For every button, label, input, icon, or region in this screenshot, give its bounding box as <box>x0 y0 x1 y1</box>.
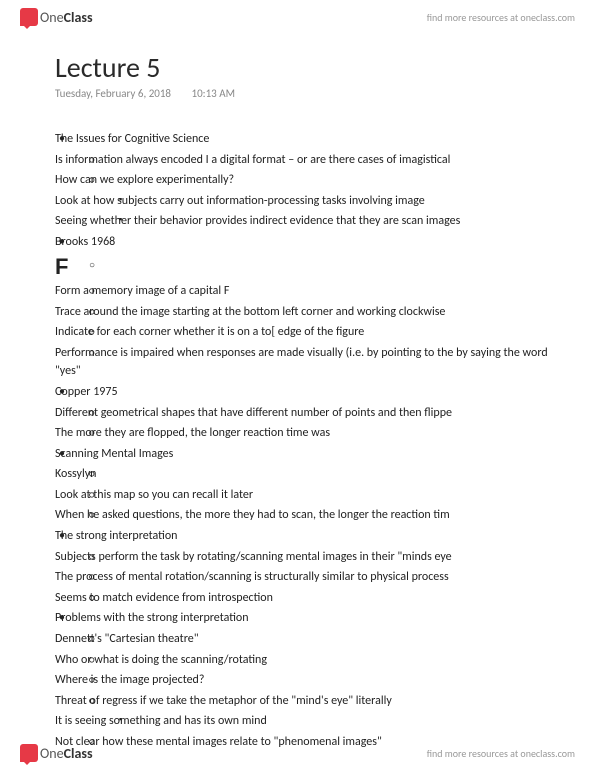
note-item: How can we explore experimentally? <box>55 171 565 190</box>
page-title: Lecture 5 <box>55 50 565 85</box>
logo-icon <box>20 8 38 26</box>
page-meta: Tuesday, February 6, 2018 10:13 AM <box>55 87 565 100</box>
logo-icon <box>20 744 38 762</box>
note-item: Is information always encoded I a digita… <box>55 151 565 170</box>
note-item: Performance is impaired when responses a… <box>55 344 565 381</box>
note-item: It is seeing something and has its own m… <box>55 712 565 731</box>
note-topic: Copper 1975 <box>55 383 565 402</box>
note-item: Different geometrical shapes that have d… <box>55 404 565 423</box>
logo-text: OneClass <box>40 745 93 762</box>
note-topic: The Issues for Cognitive Science <box>55 130 565 149</box>
brand-b: Class <box>64 9 93 26</box>
note-item: Trace around the image starting at the b… <box>55 303 565 322</box>
note-item: When he asked questions, the more they h… <box>55 506 565 525</box>
document-content: Lecture 5 Tuesday, February 6, 2018 10:1… <box>0 30 595 752</box>
note-topic: Scanning Mental Images <box>55 445 565 464</box>
note-item: Form a memory image of a capital F <box>55 282 565 301</box>
logo-text: OneClass <box>40 9 93 26</box>
footer-tagline: find more resources at oneclass.com <box>427 747 575 760</box>
note-item: Dennett's "Cartesian theatre" <box>55 630 565 649</box>
note-topic: Problems with the strong interpretation <box>55 609 565 628</box>
brand-logo-footer: OneClass <box>20 744 93 762</box>
note-item: Threat of regress if we take the metapho… <box>55 692 565 711</box>
brand-a: One <box>40 745 64 762</box>
brand-b: Class <box>64 745 93 762</box>
note-item: Seems to match evidence from introspecti… <box>55 589 565 608</box>
header-tagline: find more resources at oneclass.com <box>427 11 575 24</box>
footer-bar: OneClass find more resources at oneclass… <box>0 740 595 770</box>
meta-time: 10:13 AM <box>192 87 236 100</box>
brand-a: One <box>40 9 64 26</box>
note-item: The process of mental rotation/scanning … <box>55 568 565 587</box>
note-item: Seeing whether their behavior provides i… <box>55 212 565 231</box>
note-item: Look at this map so you can recall it la… <box>55 486 565 505</box>
note-figure-f: F <box>55 254 565 280</box>
meta-date: Tuesday, February 6, 2018 <box>55 87 171 100</box>
note-item: Subjects perform the task by rotating/sc… <box>55 548 565 567</box>
note-item: Indicate for each corner whether it is o… <box>55 323 565 342</box>
note-item: Who or what is doing the scanning/rotati… <box>55 651 565 670</box>
note-topic: The strong interpretation <box>55 527 565 546</box>
note-item: Where is the image projected? <box>55 671 565 690</box>
brand-logo: OneClass <box>20 8 93 26</box>
note-item: Kossylyn <box>55 465 565 484</box>
header-bar: OneClass find more resources at oneclass… <box>0 0 595 30</box>
note-item: The more they are flopped, the longer re… <box>55 424 565 443</box>
note-item: Look at how subjects carry out informati… <box>55 192 565 211</box>
notes-list: The Issues for Cognitive Science Is infor… <box>55 130 565 752</box>
note-topic: Brooks 1968 <box>55 233 565 252</box>
